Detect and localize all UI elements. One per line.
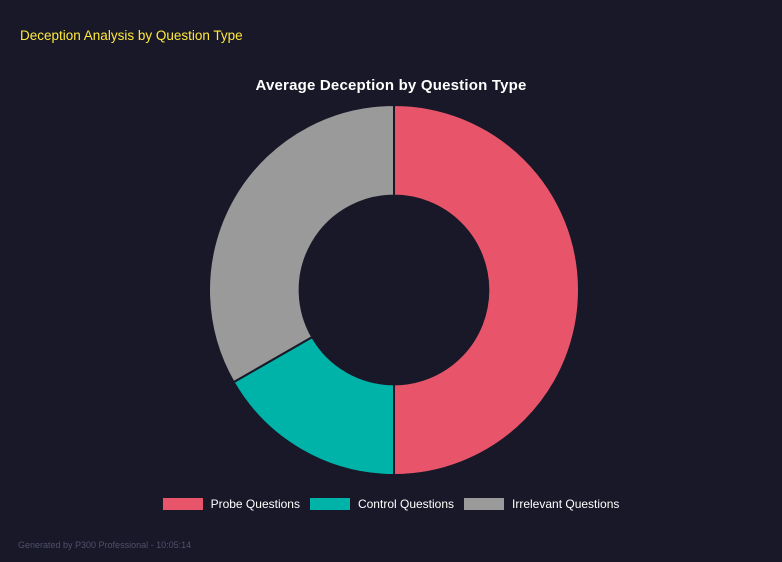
donut-chart xyxy=(206,102,582,478)
donut-segment-irrelevant-questions[interactable] xyxy=(208,103,395,384)
legend-item-control-questions[interactable]: Control Questions xyxy=(309,497,455,511)
footer-status: Generated by P300 Professional - 10:05:1… xyxy=(18,540,192,550)
page-title: Deception Analysis by Question Type xyxy=(20,28,243,43)
legend-label: Control Questions xyxy=(357,497,455,511)
legend-swatch xyxy=(162,498,203,510)
donut-chart-svg xyxy=(208,103,580,477)
donut-segment-control-questions[interactable] xyxy=(232,335,395,477)
legend-swatch xyxy=(464,498,505,510)
legend-swatch xyxy=(309,498,350,510)
donut-segment-probe-questions[interactable] xyxy=(393,103,580,477)
legend-item-irrelevant-questions[interactable]: Irrelevant Questions xyxy=(464,497,619,511)
chart-title: Average Deception by Question Type xyxy=(255,77,527,94)
chart-legend: Probe Questions Control Questions Irreleva… xyxy=(0,497,782,511)
legend-item-probe-questions[interactable]: Probe Questions xyxy=(162,497,300,511)
legend-label: Probe Questions xyxy=(210,497,300,511)
legend-label: Irrelevant Questions xyxy=(512,497,620,511)
